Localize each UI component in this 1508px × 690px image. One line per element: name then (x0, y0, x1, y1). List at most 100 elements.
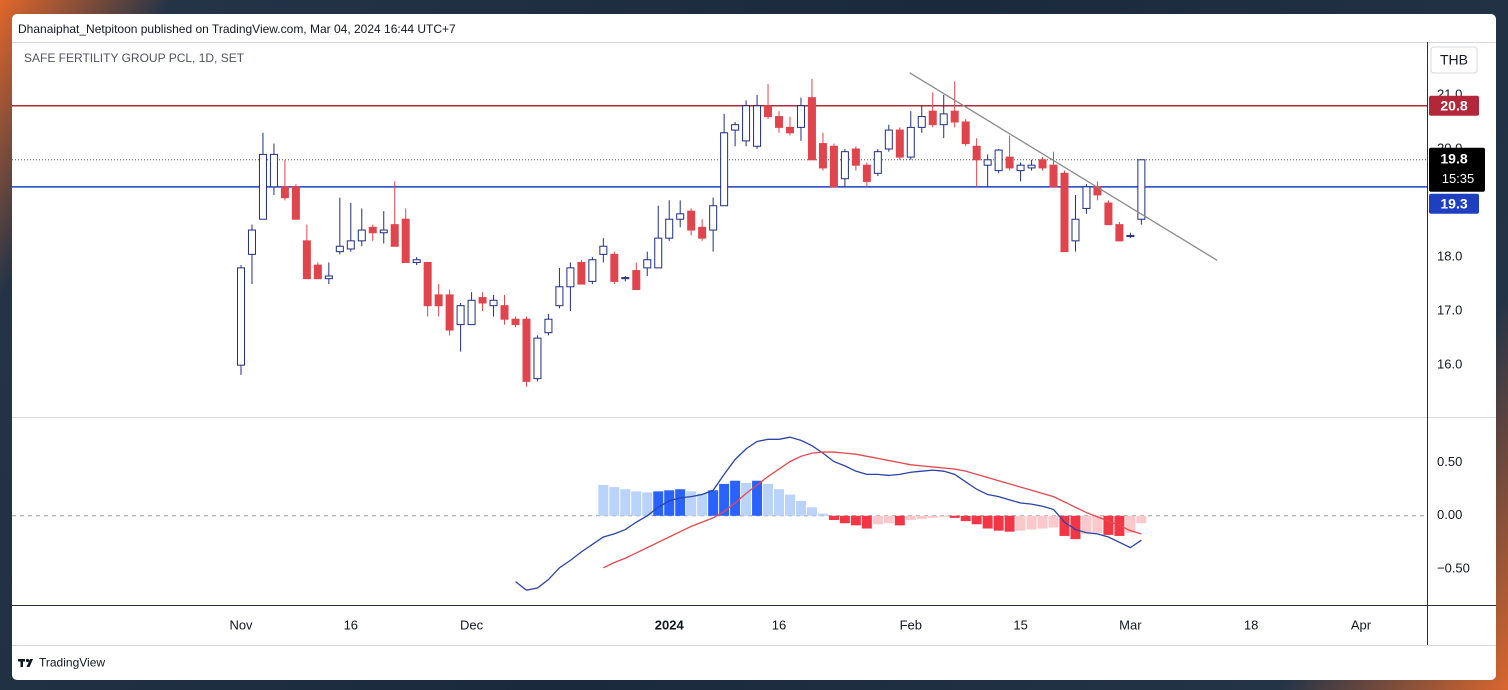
histogram-bar (719, 483, 730, 516)
histogram-bar (730, 480, 741, 516)
candle-body (368, 226, 377, 234)
candle-body (324, 275, 333, 280)
candle-body (753, 105, 762, 147)
histogram-bar (993, 515, 1004, 531)
x-tick-label: 16 (344, 617, 358, 632)
candle-body (390, 224, 399, 247)
histogram-bar (785, 494, 795, 516)
candle-body (665, 218, 674, 239)
candle-body (1038, 159, 1047, 169)
candle-body (247, 229, 256, 255)
candle-body (939, 113, 948, 126)
histogram-bar (1048, 515, 1059, 528)
candle-body (709, 205, 718, 231)
candle-body (775, 116, 784, 128)
x-tick-label: Dec (460, 617, 484, 632)
candle-body (588, 259, 597, 282)
histogram-bar (927, 515, 938, 518)
candle-body (522, 318, 531, 382)
candle-body (500, 305, 509, 320)
histogram-bar (774, 489, 785, 516)
candle-body (917, 116, 926, 128)
histogram-bar (872, 515, 883, 525)
macd-line (603, 451, 1142, 569)
last-price-label: 19.8 (1440, 150, 1467, 166)
histogram-bar (949, 515, 960, 518)
y-tick-label: −0.50 (1437, 560, 1470, 575)
candle-body (829, 145, 838, 188)
candle-body (291, 186, 300, 220)
histogram-bar (1070, 515, 1081, 540)
histogram-bar (763, 483, 774, 516)
histogram-bar (905, 515, 916, 521)
candle-body (895, 129, 904, 158)
card (12, 14, 1496, 680)
histogram-bar (960, 515, 971, 522)
y-tick-label: 0.00 (1437, 507, 1462, 522)
x-tick-label: 16 (772, 617, 786, 632)
x-tick-label: Mar (1119, 617, 1142, 632)
price-pane (12, 72, 1427, 387)
level-label-box (1429, 95, 1479, 116)
candle-body (1104, 202, 1113, 226)
candle-body (302, 240, 311, 280)
candle-body (764, 105, 773, 118)
histogram-bar (620, 489, 631, 516)
candle-body (994, 149, 1003, 172)
histogram-bar (1136, 515, 1147, 524)
y-tick-label: 16.0 (1437, 357, 1462, 372)
x-tick-label: 2024 (655, 617, 685, 632)
candle-body (467, 299, 476, 326)
histogram-bar (741, 482, 752, 516)
histogram-bar (752, 480, 763, 516)
histogram-bar (642, 492, 653, 516)
candle-body (357, 229, 366, 242)
histogram-bar (1037, 515, 1048, 529)
histogram-bar (1004, 515, 1015, 532)
candle-body (862, 164, 871, 182)
candle-body (610, 253, 619, 282)
candle-body (676, 213, 685, 220)
candle-body (972, 145, 981, 161)
y-tick-label: 18.0 (1437, 248, 1462, 263)
histogram-bar (708, 490, 719, 516)
candle-body (884, 129, 893, 150)
histogram-bar (1103, 515, 1114, 535)
candle-body (950, 110, 959, 123)
brand-logo (18, 658, 33, 667)
last-price-box (1429, 147, 1485, 192)
histogram-bar (1081, 515, 1092, 534)
candle-body (961, 121, 970, 145)
candle-body (851, 148, 860, 166)
candle-body (687, 210, 696, 231)
currency: THB (1440, 52, 1468, 68)
level-label: 19.3 (1440, 195, 1467, 211)
histogram-bar (631, 491, 642, 516)
candle-body (456, 305, 465, 326)
candle-body (840, 151, 849, 180)
candle-body (731, 124, 740, 131)
histogram-bar (861, 515, 872, 529)
candle-body (379, 229, 388, 234)
histogram-bar (664, 490, 675, 516)
candle-body (544, 318, 553, 334)
candle-body (566, 267, 575, 288)
histogram-bar (938, 515, 949, 517)
level-label: 20.8 (1440, 97, 1467, 113)
candle-body (313, 264, 322, 280)
histogram-bar (894, 515, 905, 526)
candle-body (258, 153, 267, 220)
histogram-bar (609, 487, 620, 516)
candle-body (796, 105, 805, 128)
macd-pane (12, 436, 1427, 591)
candle-body (928, 110, 937, 126)
candle-body (1049, 164, 1058, 188)
histogram-bar (686, 491, 697, 516)
histogram-bar (1059, 515, 1070, 536)
axes: Nov 16 Dec 2024 16 Feb 15 Mar 18 Apr 16.0 17.0 18.0 2… (229, 86, 1485, 632)
candle-body (643, 259, 652, 269)
histogram-bar (806, 507, 817, 516)
level-label-box (1429, 193, 1479, 214)
histogram-bar (850, 515, 861, 526)
